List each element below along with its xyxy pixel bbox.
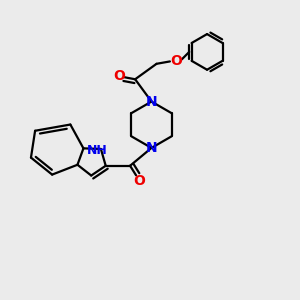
Text: O: O	[113, 69, 125, 83]
Text: NH: NH	[87, 144, 108, 157]
Text: N: N	[146, 94, 157, 109]
Text: O: O	[133, 174, 145, 188]
Text: N: N	[146, 141, 157, 155]
Text: O: O	[170, 54, 182, 68]
